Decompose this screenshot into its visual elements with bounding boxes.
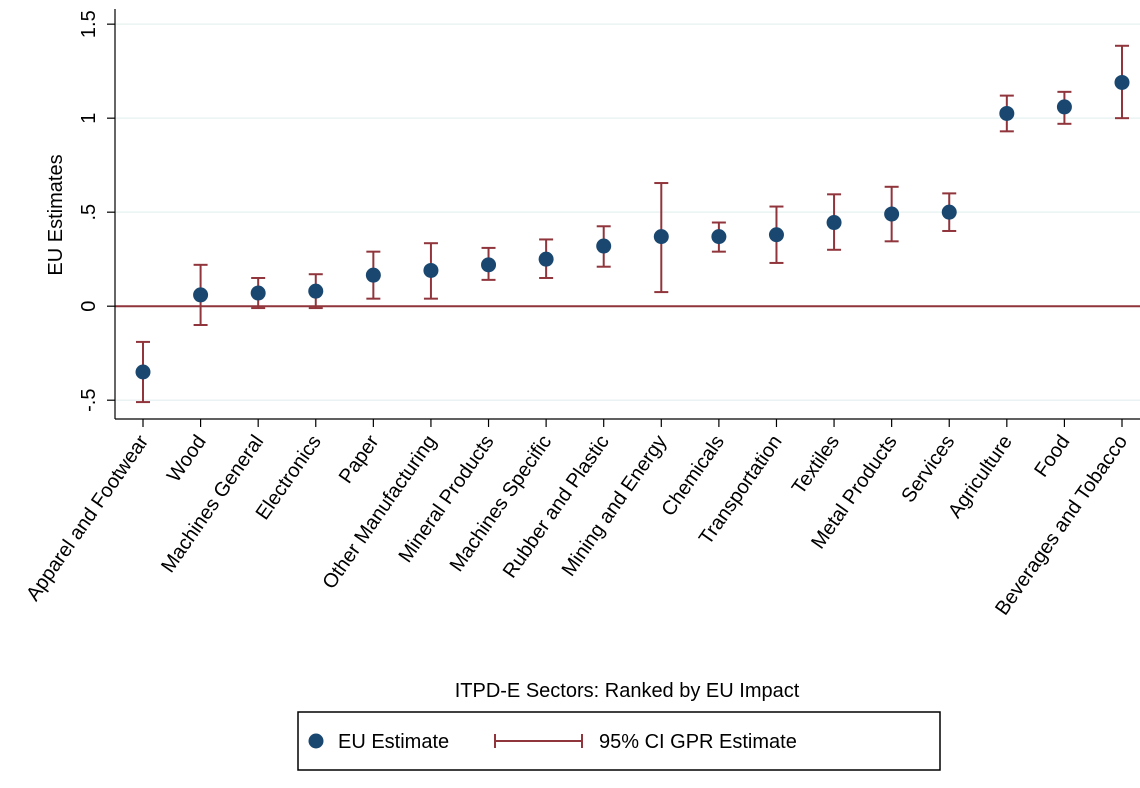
point — [193, 287, 209, 303]
x-tick-label: Textiles — [788, 431, 844, 498]
point — [941, 204, 957, 220]
y-tick-label: 1 — [78, 113, 100, 124]
point — [250, 285, 266, 301]
legend-box — [297, 711, 941, 771]
x-tick-label: Paper — [335, 431, 384, 488]
y-axis-title: EU Estimates — [45, 154, 67, 275]
x-tick-label: Services — [897, 431, 959, 506]
point — [768, 227, 784, 243]
point — [596, 238, 612, 254]
y-tick-label: 0 — [78, 301, 100, 312]
x-tick-label: Machines General — [157, 431, 268, 577]
point — [308, 283, 324, 299]
point — [423, 262, 439, 278]
point — [711, 229, 727, 245]
x-tick-label: Apparel and Footwear — [22, 431, 153, 605]
x-tick-label: Rubber and Plastic — [499, 431, 614, 582]
point — [1114, 74, 1130, 90]
x-tick-label: Mining and Energy — [558, 431, 672, 580]
point — [135, 364, 151, 380]
x-axis-title: ITPD-E Sectors: Ranked by EU Impact — [455, 680, 800, 702]
point — [999, 105, 1015, 121]
x-tick-label: Food — [1030, 431, 1074, 481]
y-tick-label: 1.5 — [78, 10, 100, 38]
point — [481, 257, 497, 273]
legend-label: EU Estimate — [338, 731, 449, 753]
x-tick-label: Wood — [163, 431, 211, 486]
y-tick-label: .5 — [78, 204, 100, 221]
point — [653, 229, 669, 245]
point — [538, 251, 554, 267]
point — [1056, 99, 1072, 115]
legend-label: 95% CI GPR Estimate — [599, 731, 797, 753]
x-tick-label: Machines Specific — [446, 431, 556, 576]
legend-marker — [308, 733, 324, 749]
point — [826, 215, 842, 231]
y-tick-label: -.5 — [78, 389, 100, 412]
point — [884, 206, 900, 222]
x-tick-label: Other Manufacturing — [318, 431, 441, 593]
point — [365, 267, 381, 283]
